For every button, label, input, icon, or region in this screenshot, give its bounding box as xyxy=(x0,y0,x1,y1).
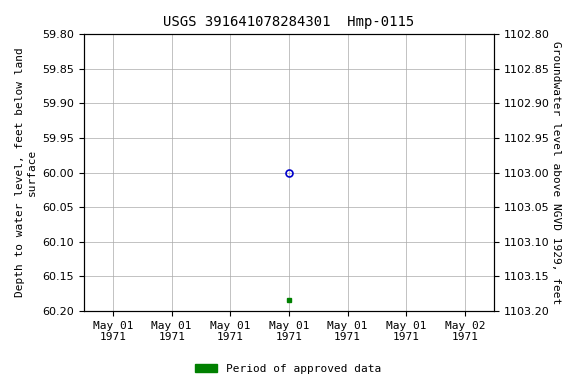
Title: USGS 391641078284301  Hmp-0115: USGS 391641078284301 Hmp-0115 xyxy=(164,15,415,29)
Y-axis label: Groundwater level above NGVD 1929, feet: Groundwater level above NGVD 1929, feet xyxy=(551,41,561,304)
Y-axis label: Depth to water level, feet below land
surface: Depth to water level, feet below land su… xyxy=(15,48,37,298)
Legend: Period of approved data: Period of approved data xyxy=(191,359,385,379)
